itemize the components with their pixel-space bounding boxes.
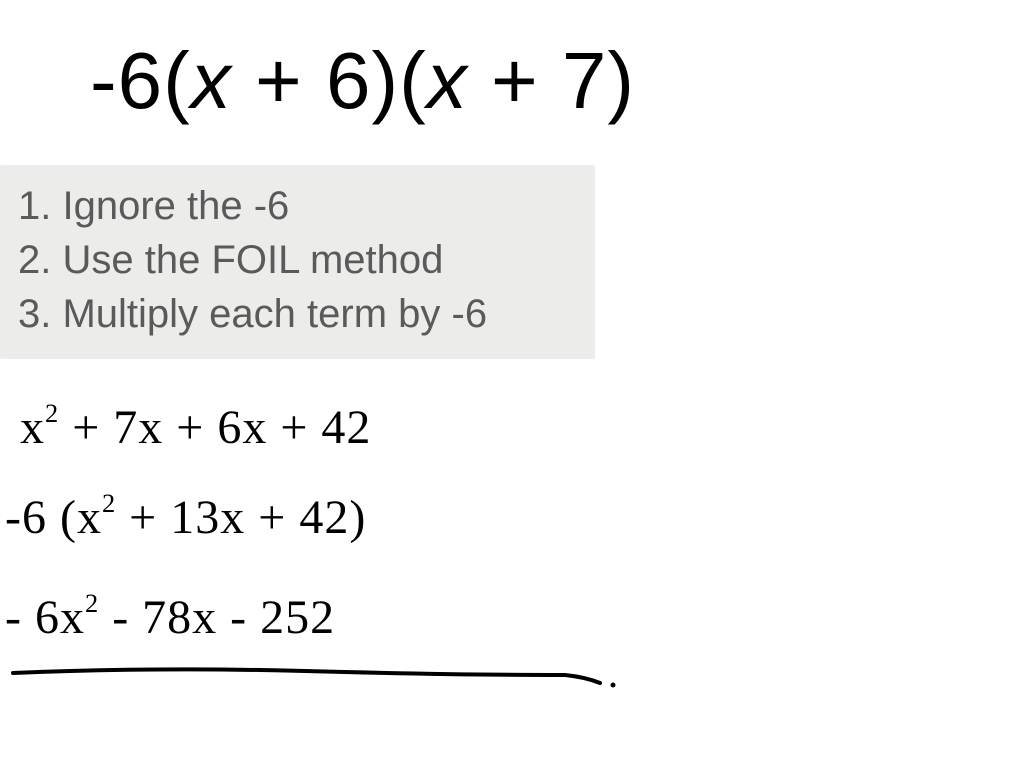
- hw2-sup: 2: [102, 488, 116, 518]
- plus-2: +: [468, 36, 562, 125]
- var-x-1: x: [191, 36, 232, 125]
- hw1-a: x: [20, 401, 45, 454]
- hw3-b: - 78x - 252: [112, 591, 335, 644]
- coef: -6: [90, 36, 163, 125]
- hw3-sup: 2: [85, 588, 99, 618]
- hw1-b: + 7x + 6x + 42: [72, 401, 371, 454]
- hw2-a: -6 (x: [5, 491, 102, 544]
- problem-expression: -6(x + 6)(x + 7): [90, 35, 635, 127]
- step-1: 1. Ignore the -6: [18, 179, 577, 233]
- step-2: 2. Use the FOIL method: [18, 233, 577, 287]
- hw2-b: + 13x + 42): [129, 491, 366, 544]
- steps-box: 1. Ignore the -6 2. Use the FOIL method …: [0, 165, 595, 359]
- plus-1: +: [232, 36, 326, 125]
- hw3-a: - 6x: [5, 591, 85, 644]
- var-x-2: x: [427, 36, 468, 125]
- paren-close-2: ): [607, 36, 635, 125]
- handwriting-line-1: x2 + 7x + 6x + 42: [20, 400, 371, 455]
- step-3: 3. Multiply each term by -6: [18, 287, 577, 341]
- paren-open-2: (: [399, 36, 427, 125]
- hw1-sup: 2: [45, 398, 59, 428]
- const-1: 6: [326, 36, 372, 125]
- answer-underline: [5, 655, 625, 695]
- paren-close-1: ): [371, 36, 399, 125]
- handwriting-line-2: -6 (x2 + 13x + 42): [5, 490, 366, 545]
- handwriting-line-3: - 6x2 - 78x - 252: [5, 590, 335, 645]
- paren-open-1: (: [163, 36, 191, 125]
- const-2: 7: [562, 36, 608, 125]
